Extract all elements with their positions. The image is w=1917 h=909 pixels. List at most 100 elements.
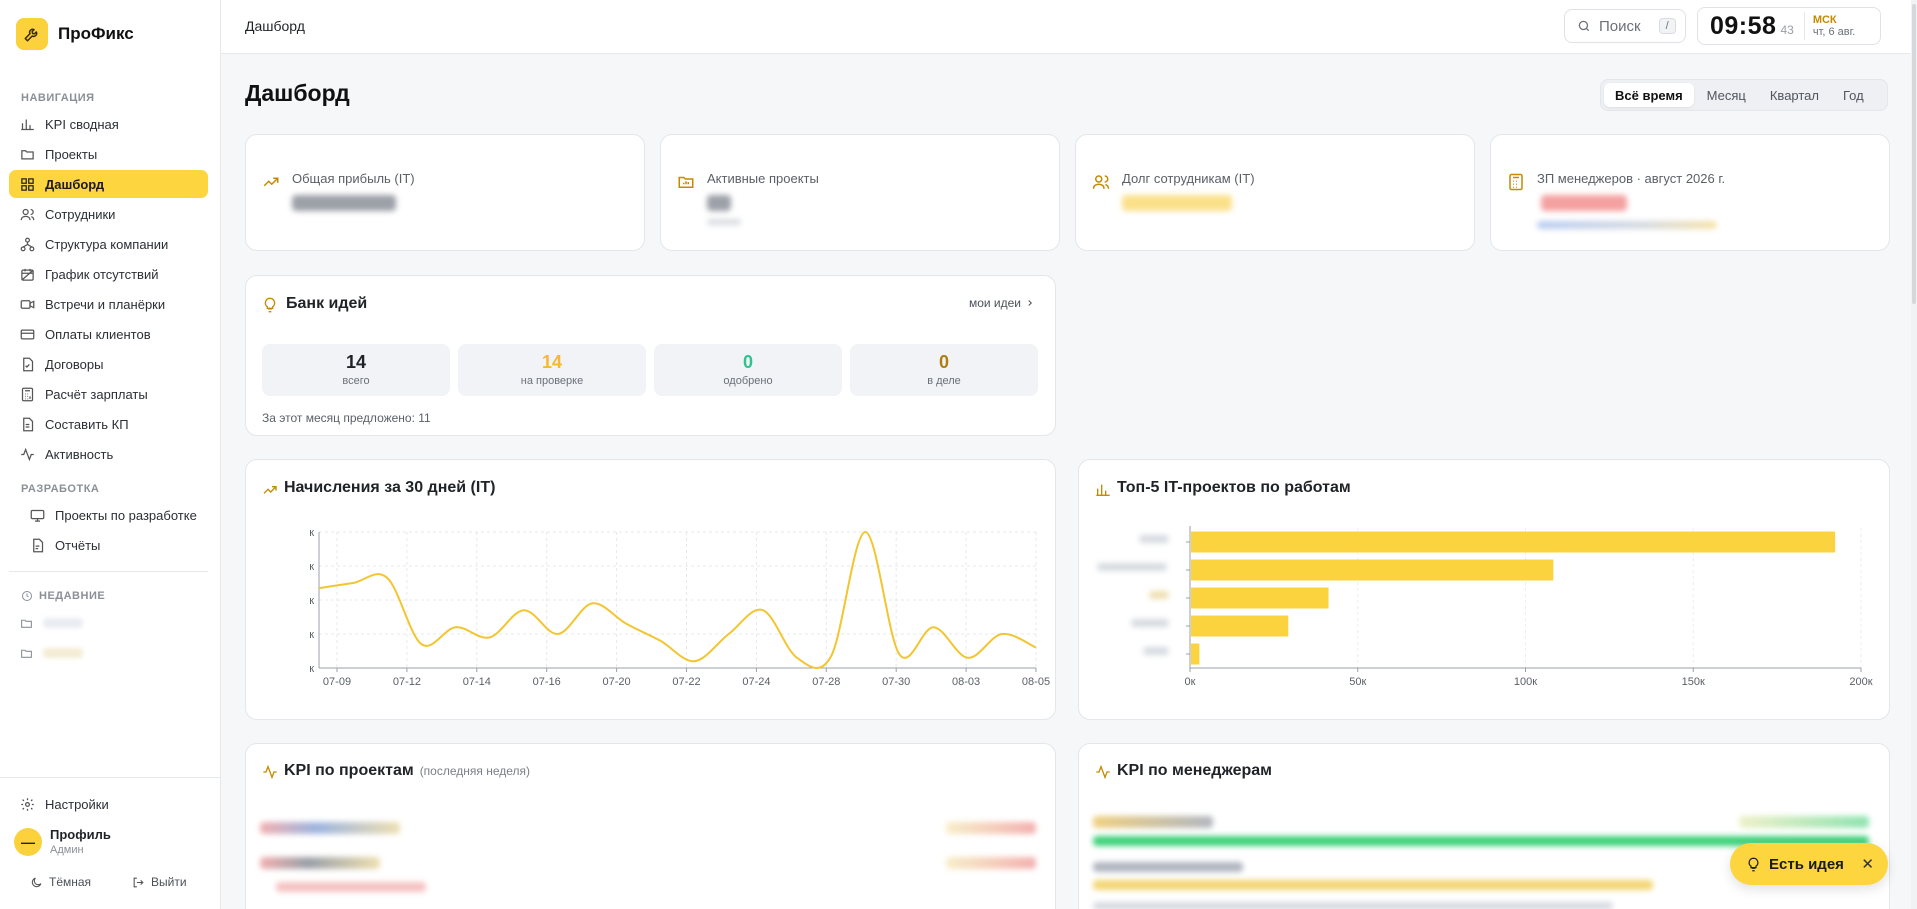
period-all-time[interactable]: Всё время — [1604, 83, 1694, 107]
recent-section-title: НЕДАВНИЕ — [39, 590, 106, 602]
period-quarter[interactable]: Квартал — [1769, 87, 1819, 103]
bar — [1191, 531, 1836, 553]
period-year[interactable]: Год — [1843, 87, 1864, 103]
clock-widget: 09:58 43 МСК чт, 6 авг. — [1697, 7, 1881, 45]
scrollbar-track[interactable] — [1911, 0, 1917, 909]
x-tick-label: 07-28 — [812, 676, 840, 688]
profile[interactable]: — Профиль Админ — [14, 827, 111, 856]
gear-icon — [21, 797, 34, 811]
ideas-approved[interactable]: 0 одобрено — [654, 344, 842, 396]
recent-item-blurred — [43, 618, 83, 628]
sidebar-item-label: Составить КП — [45, 416, 129, 432]
search-button[interactable]: Поиск / — [1564, 9, 1686, 43]
x-tick-label: 07-14 — [463, 676, 491, 688]
recent-item[interactable] — [9, 610, 208, 636]
ideas-in-progress[interactable]: 0 в деле — [850, 344, 1038, 396]
bar — [1191, 559, 1554, 581]
video-icon — [20, 299, 35, 309]
period-month[interactable]: Месяц — [1706, 87, 1746, 103]
my-ideas-link[interactable]: мои идеи — [969, 296, 1035, 310]
report-icon — [33, 538, 44, 552]
stat-card-manager-salary[interactable]: ЗП менеджеров · август 2026 г. — [1490, 134, 1890, 251]
trending-up-icon — [263, 177, 279, 187]
sidebar-item-structure[interactable]: Структура компании — [9, 230, 208, 258]
lightbulb-icon — [264, 297, 276, 313]
scrollbar-thumb[interactable] — [1912, 4, 1916, 304]
ideas-month-note: За этот месяц предложено: 11 — [262, 411, 431, 425]
sidebar-item-label: Проекты — [45, 146, 98, 162]
calendar-icon — [21, 268, 34, 281]
clock-seconds: 43 — [1780, 23, 1794, 37]
bar-label-blurred — [1139, 535, 1169, 543]
sidebar-item-absences[interactable]: График отсутствий — [9, 260, 208, 288]
sidebar-footer-divider — [0, 777, 221, 778]
sidebar-item-employees[interactable]: Сотрудники — [9, 200, 208, 228]
top5-bar-chart: 0к 50к 100к 150к 200к — [1185, 526, 1873, 688]
calculator-icon — [21, 387, 34, 401]
theme-toggle[interactable]: Тёмная — [30, 875, 91, 889]
sidebar-item-kpi[interactable]: KPI сводная — [9, 110, 208, 138]
sidebar-item-salary[interactable]: Расчёт зарплаты — [9, 380, 208, 408]
close-icon[interactable]: ✕ — [1861, 856, 1874, 873]
sidebar-item-label: Оплаты клиентов — [45, 326, 151, 342]
settings-button[interactable]: Настройки — [9, 790, 208, 818]
sidebar-item-label: Сотрудники — [45, 206, 116, 222]
sidebar-item-payments[interactable]: Оплаты клиентов — [9, 320, 208, 348]
stat-card-employee-debt[interactable]: Долг сотрудникам (IT) — [1075, 134, 1475, 251]
x-tick-label: 07-30 — [882, 676, 910, 688]
y-tick-label: к — [309, 561, 314, 573]
kpi-progress-blurred — [1093, 836, 1869, 846]
bar-label-blurred — [1149, 591, 1169, 599]
page-title: Дашборд — [245, 80, 350, 106]
sidebar-item-meetings[interactable]: Встречи и планёрки — [9, 290, 208, 318]
sidebar-item-dashboard[interactable]: Дашборд — [9, 170, 208, 198]
ideas-review[interactable]: 14 на проверке — [458, 344, 646, 396]
ideas-review-label: на проверке — [520, 375, 584, 387]
sidebar-item-activity[interactable]: Активность — [9, 440, 208, 468]
x-tick-label: 08-03 — [952, 676, 980, 688]
profile-name: Профиль — [50, 827, 111, 842]
x-tick-label: 150к — [1682, 676, 1705, 688]
x-tick-label: 07-09 — [323, 676, 351, 688]
top5-chart-title: Топ-5 IT-проектов по работам — [1117, 479, 1351, 496]
stat-card-active-projects[interactable]: Активные проекты — [660, 134, 1060, 251]
ideas-bank-title: Банк идей — [286, 295, 368, 312]
sidebar-item-projects[interactable]: Проекты — [9, 140, 208, 168]
logout-button[interactable]: Выйти — [132, 875, 187, 889]
folder-icon — [21, 149, 34, 159]
folder-icon — [21, 649, 32, 658]
sidebar-item-label: Проекты по разработке — [55, 507, 197, 523]
activity-icon — [1096, 764, 1110, 780]
sidebar-item-label: График отсутствий — [45, 266, 159, 282]
period-switcher: Всё время Месяц Квартал Год — [1600, 79, 1888, 111]
kpi-row-blurred — [1093, 902, 1613, 909]
users-icon — [20, 208, 35, 220]
stat-label: Долг сотрудникам (IT) — [1122, 171, 1255, 186]
x-tick-label: 100к — [1514, 676, 1537, 688]
ideas-review-value: 14 — [541, 352, 563, 372]
recent-item[interactable] — [9, 640, 208, 666]
stat-card-profit[interactable]: Общая прибыль (IT) — [245, 134, 645, 251]
kpi-row-blurred — [276, 882, 426, 892]
org-structure-icon — [20, 237, 35, 251]
kpi-projects-card: KPI по проектам (последняя неделя) — [245, 743, 1056, 909]
ideas-in-progress-value: 0 — [938, 352, 949, 372]
ideas-total[interactable]: 14 всего — [262, 344, 450, 396]
bar-label-blurred — [1097, 563, 1167, 571]
sidebar-item-dev-projects[interactable]: Проекты по разработке — [19, 501, 208, 529]
sidebar-item-label: Дашборд — [45, 176, 105, 192]
settings-label: Настройки — [45, 796, 109, 812]
ideas-total-value: 14 — [345, 352, 367, 372]
brand[interactable]: ПроФикс — [16, 18, 134, 50]
stat-value-blurred — [1541, 195, 1627, 211]
folder-icon — [21, 619, 32, 628]
sidebar-item-label: Договоры — [45, 356, 104, 372]
kpi-row-value-blurred — [946, 857, 1036, 869]
sidebar-item-contracts[interactable]: Договоры — [9, 350, 208, 378]
idea-fab-button[interactable]: Есть идея ✕ — [1730, 843, 1888, 885]
sidebar-item-proposal[interactable]: Составить КП — [9, 410, 208, 438]
clock-time: 09:58 — [1710, 11, 1777, 40]
recent-item-blurred — [43, 648, 83, 658]
sidebar-item-reports[interactable]: Отчёты — [19, 531, 208, 559]
stat-label: ЗП менеджеров · август 2026 г. — [1537, 171, 1726, 186]
